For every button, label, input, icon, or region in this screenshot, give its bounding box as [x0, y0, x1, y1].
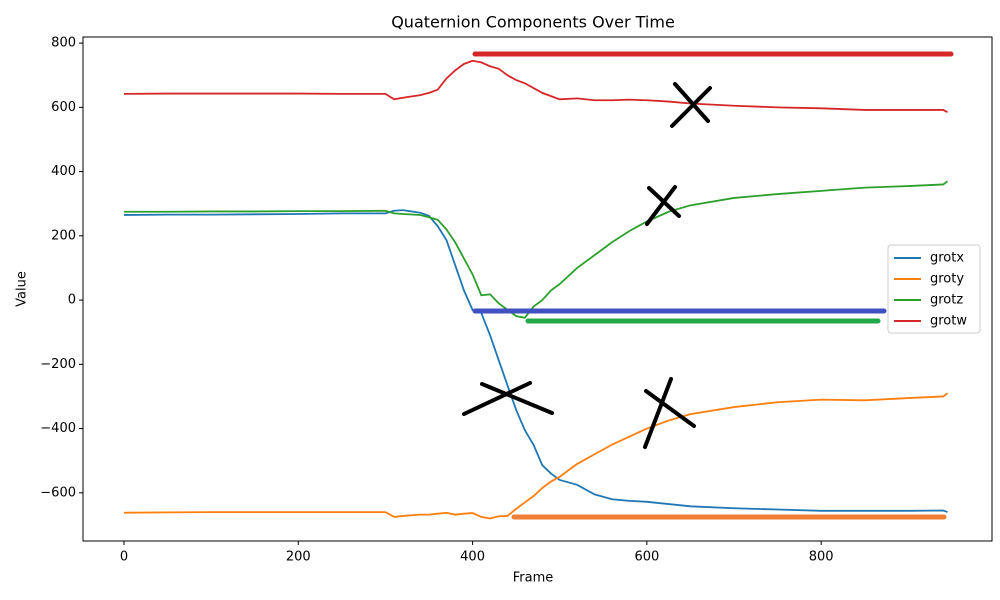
x-tick-label: 200	[286, 550, 311, 565]
y-tick-label: 600	[51, 100, 76, 115]
legend-label: grotw	[930, 314, 967, 329]
plot-frame	[82, 36, 993, 542]
x-tick-label: 800	[809, 550, 834, 565]
legend-label: grotx	[930, 251, 964, 266]
legend-box	[887, 244, 981, 334]
y-tick-label: −400	[40, 421, 76, 436]
x-axis-label: Frame	[513, 571, 554, 586]
cross-mark	[462, 82, 712, 449]
x-tick-label: 0	[120, 550, 128, 565]
y-tick-label: −200	[40, 357, 76, 372]
y-tick-label: 0	[68, 293, 76, 308]
series-line	[123, 59, 948, 113]
x-tick-label: 400	[460, 550, 485, 565]
plot-area: 0 200 400 600 800 −600 −400 −200 0 200 400 600 800	[40, 36, 993, 565]
legend-label: groty	[930, 272, 964, 287]
x-tick-label: 600	[634, 550, 659, 565]
annotations	[462, 51, 954, 520]
y-axis-label: Value	[15, 271, 30, 307]
legend: grotx groty grotz grotw	[887, 244, 981, 334]
legend-label: grotz	[930, 293, 963, 308]
chart-title: Quaternion Components Over Time	[391, 13, 675, 32]
series-line	[123, 392, 949, 520]
y-tick-label: 200	[51, 228, 76, 243]
y-tick-label: 800	[51, 36, 76, 51]
y-tick-label: 400	[51, 164, 76, 179]
y-tick-label: −600	[40, 485, 76, 500]
